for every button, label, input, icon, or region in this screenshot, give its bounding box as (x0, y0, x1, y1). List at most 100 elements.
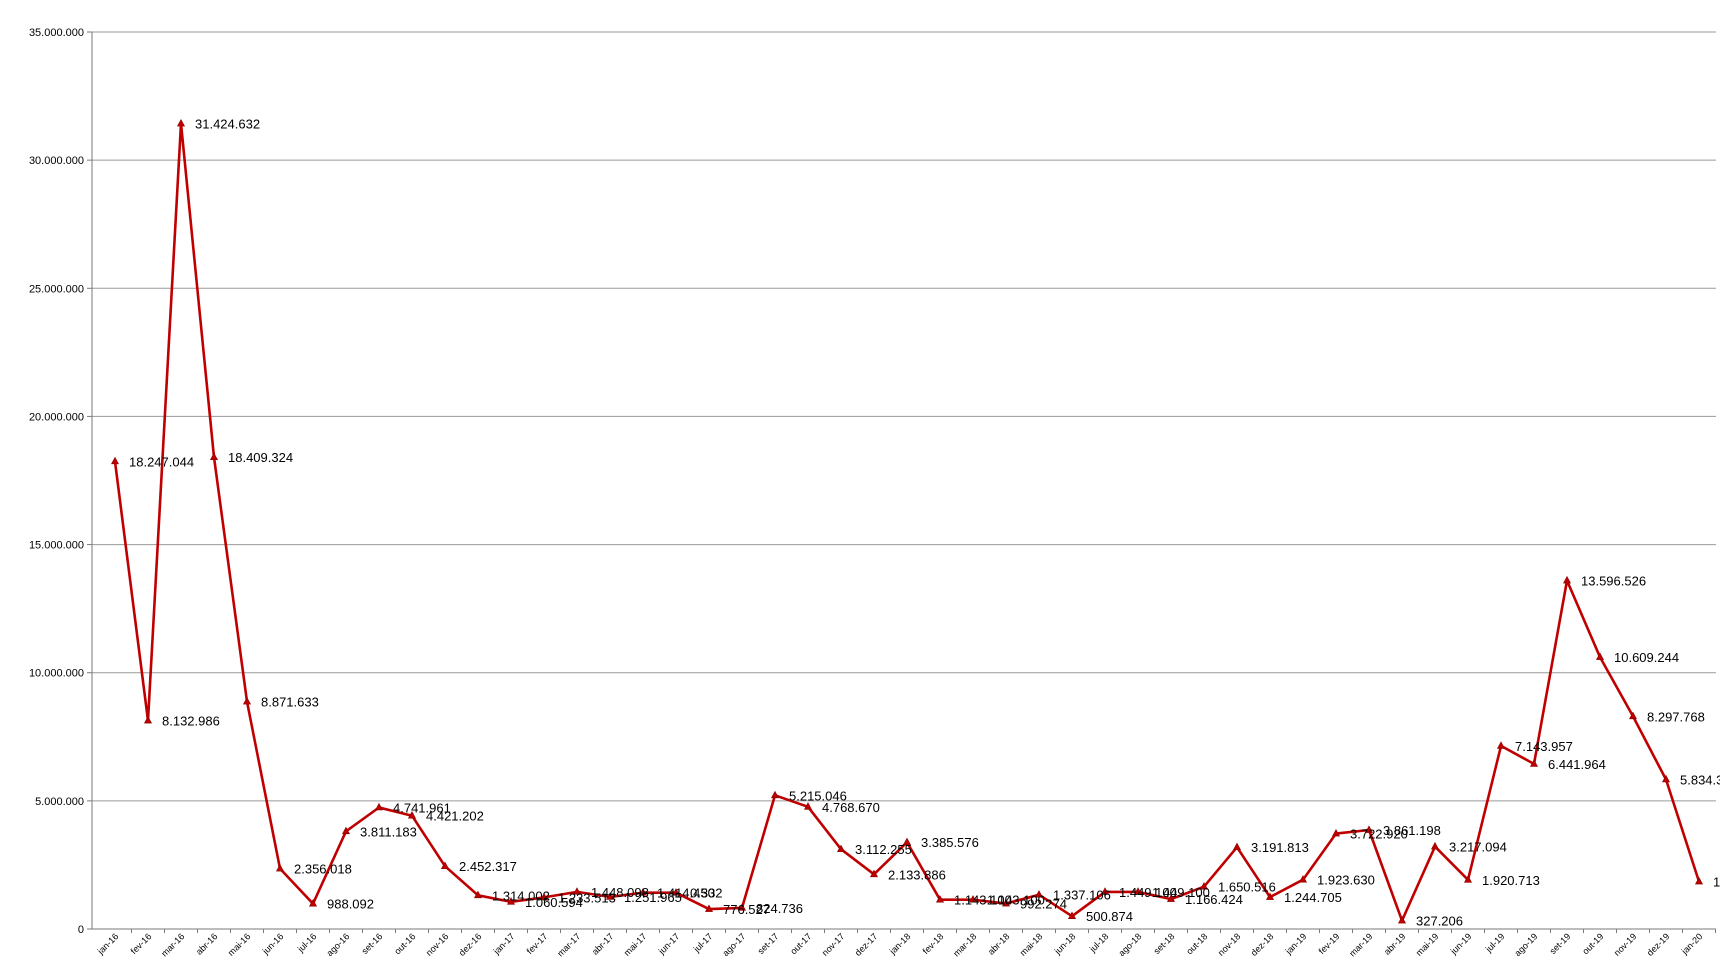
data-label: 3.191.813 (1251, 840, 1309, 855)
data-point (1496, 741, 1506, 749)
data-point (308, 899, 318, 907)
x-tick-label: jun-18 (1052, 931, 1077, 956)
x-tick-label: ago-17 (721, 931, 748, 958)
x-tick-label: dez-17 (853, 931, 880, 958)
data-label: 7.143.957 (1515, 739, 1573, 754)
x-tick-label: set-18 (1152, 931, 1177, 956)
x-tick-label: nov-16 (424, 931, 451, 958)
data-point (440, 861, 450, 869)
x-tick-label: out-16 (392, 931, 417, 956)
data-point (407, 811, 417, 819)
data-point (143, 715, 153, 724)
x-tick-label: jan-16 (95, 931, 120, 956)
data-labels: 18.247.044 8.132.986 31.424.632 18.409.324 8… (129, 117, 1720, 929)
data-label: 1.060.594 (525, 895, 583, 910)
x-tick-label: jun-17 (656, 931, 681, 956)
x-tick-label: mar-17 (555, 931, 582, 958)
data-point (671, 888, 681, 896)
x-axis-tick-labels: jan-16 fev-16 mar-16 abr-16 mai-16 jun-16 jul-… (95, 931, 1704, 958)
data-label: 2.356.018 (294, 862, 352, 877)
x-tick-label: jun-19 (1448, 931, 1473, 956)
data-point (1463, 875, 1473, 883)
data-point (473, 890, 483, 899)
data-label: 3.811.183 (360, 824, 417, 839)
x-tick-label: jul-17 (691, 931, 714, 954)
data-label: 1.251.965 (624, 890, 682, 905)
data-point (935, 895, 945, 903)
y-tick-label: 10.000.000 (29, 668, 84, 680)
x-tick-label: fev-17 (525, 931, 550, 956)
x-tick-label: dez-19 (1645, 931, 1672, 958)
y-tick-label: 30.000.000 (29, 155, 84, 167)
x-tick-label: abr-18 (986, 931, 1011, 956)
x-tick-label: set-16 (360, 931, 385, 956)
y-tick-label: 0 (78, 924, 84, 936)
x-tick-label: jan-18 (887, 931, 912, 956)
data-point (506, 897, 516, 905)
x-tick-label: jul-18 (1087, 931, 1110, 954)
data-label: 1.143.100 (987, 893, 1045, 908)
data-label: 1.449.100 (1152, 885, 1210, 900)
x-tick-label: mai-18 (1018, 931, 1045, 958)
data-point (275, 863, 285, 872)
data-point (341, 826, 351, 835)
data-label: 3.217.094 (1449, 840, 1507, 855)
x-tick-label: out-19 (1580, 931, 1605, 956)
data-label: 4.768.670 (822, 800, 880, 815)
data-label: 4.741.961 (393, 800, 451, 815)
data-point (1067, 911, 1077, 919)
data-label: 1.448.098 (591, 885, 649, 900)
data-point (1232, 842, 1242, 850)
data-label: 4.421.202 (426, 809, 484, 824)
x-tick-label: jan-19 (1283, 931, 1308, 956)
y-tick-label: 35.000.000 (29, 27, 84, 39)
x-tick-label: ago-19 (1513, 931, 1540, 958)
data-label: 1.244.705 (1284, 890, 1342, 905)
data-point (1133, 887, 1143, 895)
x-tick-label: jan-20 (1679, 931, 1704, 956)
data-label: 1.233.513 (558, 890, 616, 905)
x-tick-label: abr-16 (194, 931, 219, 956)
x-tick-label: nov-19 (1612, 931, 1639, 958)
data-label: 3.861.198 (1383, 823, 1441, 838)
data-point (1628, 711, 1638, 720)
x-tick-label: jul-16 (295, 931, 318, 954)
data-point (1430, 841, 1440, 850)
x-tick-label: mai-16 (226, 931, 253, 958)
data-label: 2.452.317 (459, 859, 517, 874)
x-tick-label: nov-18 (1216, 931, 1243, 958)
data-label: 8.132.986 (162, 714, 220, 729)
data-point (1298, 875, 1308, 883)
data-label: 5.215.046 (789, 788, 847, 803)
data-label: 18.409.324 (228, 450, 293, 465)
data-point (1166, 894, 1176, 902)
data-point (1694, 876, 1704, 885)
data-point (1661, 774, 1671, 783)
data-label: 3.385.576 (921, 835, 979, 850)
data-label: 8.871.633 (261, 695, 319, 710)
data-label: 1.143.100 (954, 893, 1012, 908)
axes (87, 31, 1716, 933)
data-label: 18.247.044 (129, 454, 194, 469)
gridlines (92, 31, 1716, 802)
data-point (1529, 759, 1539, 767)
y-tick-label: 15.000.000 (29, 540, 84, 552)
data-label: 1.314.002 (492, 888, 550, 903)
data-label: 8.297.768 (1647, 709, 1705, 724)
data-point (242, 696, 252, 705)
data-point (968, 895, 978, 903)
x-tick-label: mar-16 (159, 931, 186, 958)
data-point (1001, 898, 1011, 907)
x-tick-label: abr-17 (590, 931, 615, 956)
y-tick-label: 25.000.000 (29, 283, 84, 295)
data-point (1364, 825, 1374, 833)
data-point (605, 892, 615, 900)
x-tick-label: dez-18 (1249, 931, 1276, 958)
data-point (374, 802, 384, 811)
data-label: 327.206 (1416, 914, 1463, 929)
data-label: 13.596.526 (1581, 574, 1646, 589)
x-tick-label: ago-16 (325, 931, 352, 958)
data-label: 1.851.421 (1713, 875, 1720, 890)
y-tick-label: 20.000.000 (29, 411, 84, 423)
